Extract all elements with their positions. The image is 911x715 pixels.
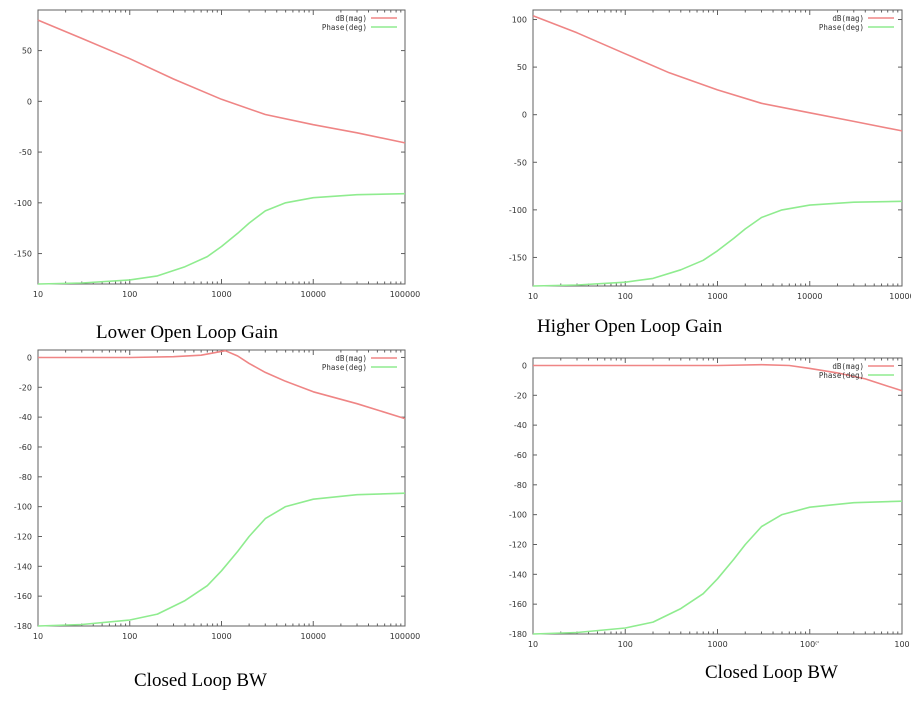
y-tick-label: -160 <box>509 600 527 609</box>
x-tick-label: 1000 <box>211 290 231 299</box>
x-tick-label: 10000 <box>889 292 911 301</box>
y-tick-label: 50 <box>22 47 32 56</box>
legend-label: dB(mag) <box>832 362 864 371</box>
y-tick-label: 0 <box>522 361 527 370</box>
series-line-phase <box>532 500 903 635</box>
y-tick-label: -80 <box>19 473 32 482</box>
x-tick-label: 100 <box>618 640 633 649</box>
x-tick-label: 1000 <box>707 292 727 301</box>
x-tick-label: 10 <box>33 290 43 299</box>
y-tick-label: -100 <box>14 503 32 512</box>
x-tick-label: 100 <box>122 632 137 641</box>
chart-panel-lower-open-loop: 50 0 -50 -100 -150 10 100 1000 10000 100000 dB(mag… <box>0 0 455 300</box>
x-tick-label: 100000 <box>390 290 421 299</box>
x-tick-label: 10 <box>528 292 538 301</box>
y-tick-label: -80 <box>514 481 527 490</box>
y-tick-label: -40 <box>514 421 527 430</box>
y-tick-label: -40 <box>19 413 32 422</box>
series-line-phase <box>37 492 406 627</box>
chart-panel-closed-loop-b: 0 -20 -40 -60 -80 -100 -120 -140 -160 -180 10 100 10… <box>455 350 911 650</box>
y-tick-label: 50 <box>517 63 527 72</box>
x-tick-label: 10 <box>33 632 43 641</box>
y-tick-label: -150 <box>509 253 527 262</box>
y-tick-label: 0 <box>27 97 32 106</box>
y-tick-label: -20 <box>514 391 527 400</box>
y-tick-label: -150 <box>14 250 32 259</box>
y-tick-label: 100 <box>512 16 527 25</box>
legend-label: Phase(deg) <box>322 363 367 372</box>
legend-label: Phase(deg) <box>322 23 367 32</box>
y-tick-label: -120 <box>14 532 32 541</box>
x-tick-label: 10000 <box>797 292 822 301</box>
y-tick-label: -60 <box>514 451 527 460</box>
legend-label: Phase(deg) <box>819 371 864 380</box>
y-tick-label: -140 <box>509 570 527 579</box>
x-tick-label: 100 <box>618 292 633 301</box>
bode-plot-lower-open-loop-gain: 50 0 -50 -100 -150 10 100 1000 10000 100000 dB(mag… <box>14 9 421 299</box>
x-tick-label: 100⁽ʾ <box>800 640 820 649</box>
plot-frame <box>37 9 406 285</box>
x-tick-label: 1000 <box>707 640 727 649</box>
y-tick-label: -100 <box>509 206 527 215</box>
series-line-mag <box>532 14 903 132</box>
plot-frame <box>532 357 903 635</box>
series-line-mag <box>533 363 903 392</box>
caption-higher-open-loop-gain: Higher Open Loop Gain <box>537 316 723 337</box>
series-line-phase <box>37 192 406 285</box>
bode-plot-higher-open-loop-gain: 100 50 0 -50 -100 -150 10 100 1000 10000 10000 dB(m… <box>509 9 911 301</box>
series-line-mag <box>37 19 406 144</box>
caption-closed-loop-bw-right: Closed Loop BW <box>705 662 838 683</box>
legend-label: dB(mag) <box>335 354 367 363</box>
x-tick-label: 10000 <box>301 632 326 641</box>
x-tick-label: 10 <box>528 640 538 649</box>
x-tick-label: 100 <box>122 290 137 299</box>
y-tick-label: -100 <box>509 511 527 520</box>
chart-panel-higher-open-loop: 100 50 0 -50 -100 -150 10 100 1000 10000 10000 dB(m… <box>455 0 911 305</box>
y-tick-label: -60 <box>19 443 32 452</box>
y-tick-label: -180 <box>509 630 527 639</box>
legend-label: dB(mag) <box>832 14 864 23</box>
x-tick-label: 100 <box>894 640 909 649</box>
chart-panel-closed-loop-a: 0 -20 -40 -60 -80 -100 -120 -140 -160 -180 10 100 10… <box>0 342 455 657</box>
y-tick-label: -50 <box>19 148 32 157</box>
legend-label: Phase(deg) <box>819 23 864 32</box>
plot-frame <box>37 349 406 627</box>
series-line-phase <box>532 200 903 287</box>
x-tick-label: 1000 <box>211 632 231 641</box>
x-tick-label: 100000 <box>390 632 421 641</box>
caption-lower-open-loop-gain: Lower Open Loop Gain <box>96 322 279 343</box>
y-tick-label: -120 <box>509 540 527 549</box>
series-line-mag <box>38 349 406 420</box>
y-tick-label: 0 <box>27 353 32 362</box>
legend-label: dB(mag) <box>335 14 367 23</box>
plot-frame <box>532 9 903 287</box>
y-tick-label: -20 <box>19 383 32 392</box>
y-tick-label: -140 <box>14 562 32 571</box>
y-tick-label: -50 <box>514 158 527 167</box>
y-tick-label: -100 <box>14 199 32 208</box>
y-tick-label: 0 <box>522 111 527 120</box>
y-tick-label: -180 <box>14 622 32 631</box>
y-tick-label: -160 <box>14 592 32 601</box>
x-tick-label: 10000 <box>301 290 326 299</box>
caption-closed-loop-bw-left: Closed Loop BW <box>134 670 267 691</box>
